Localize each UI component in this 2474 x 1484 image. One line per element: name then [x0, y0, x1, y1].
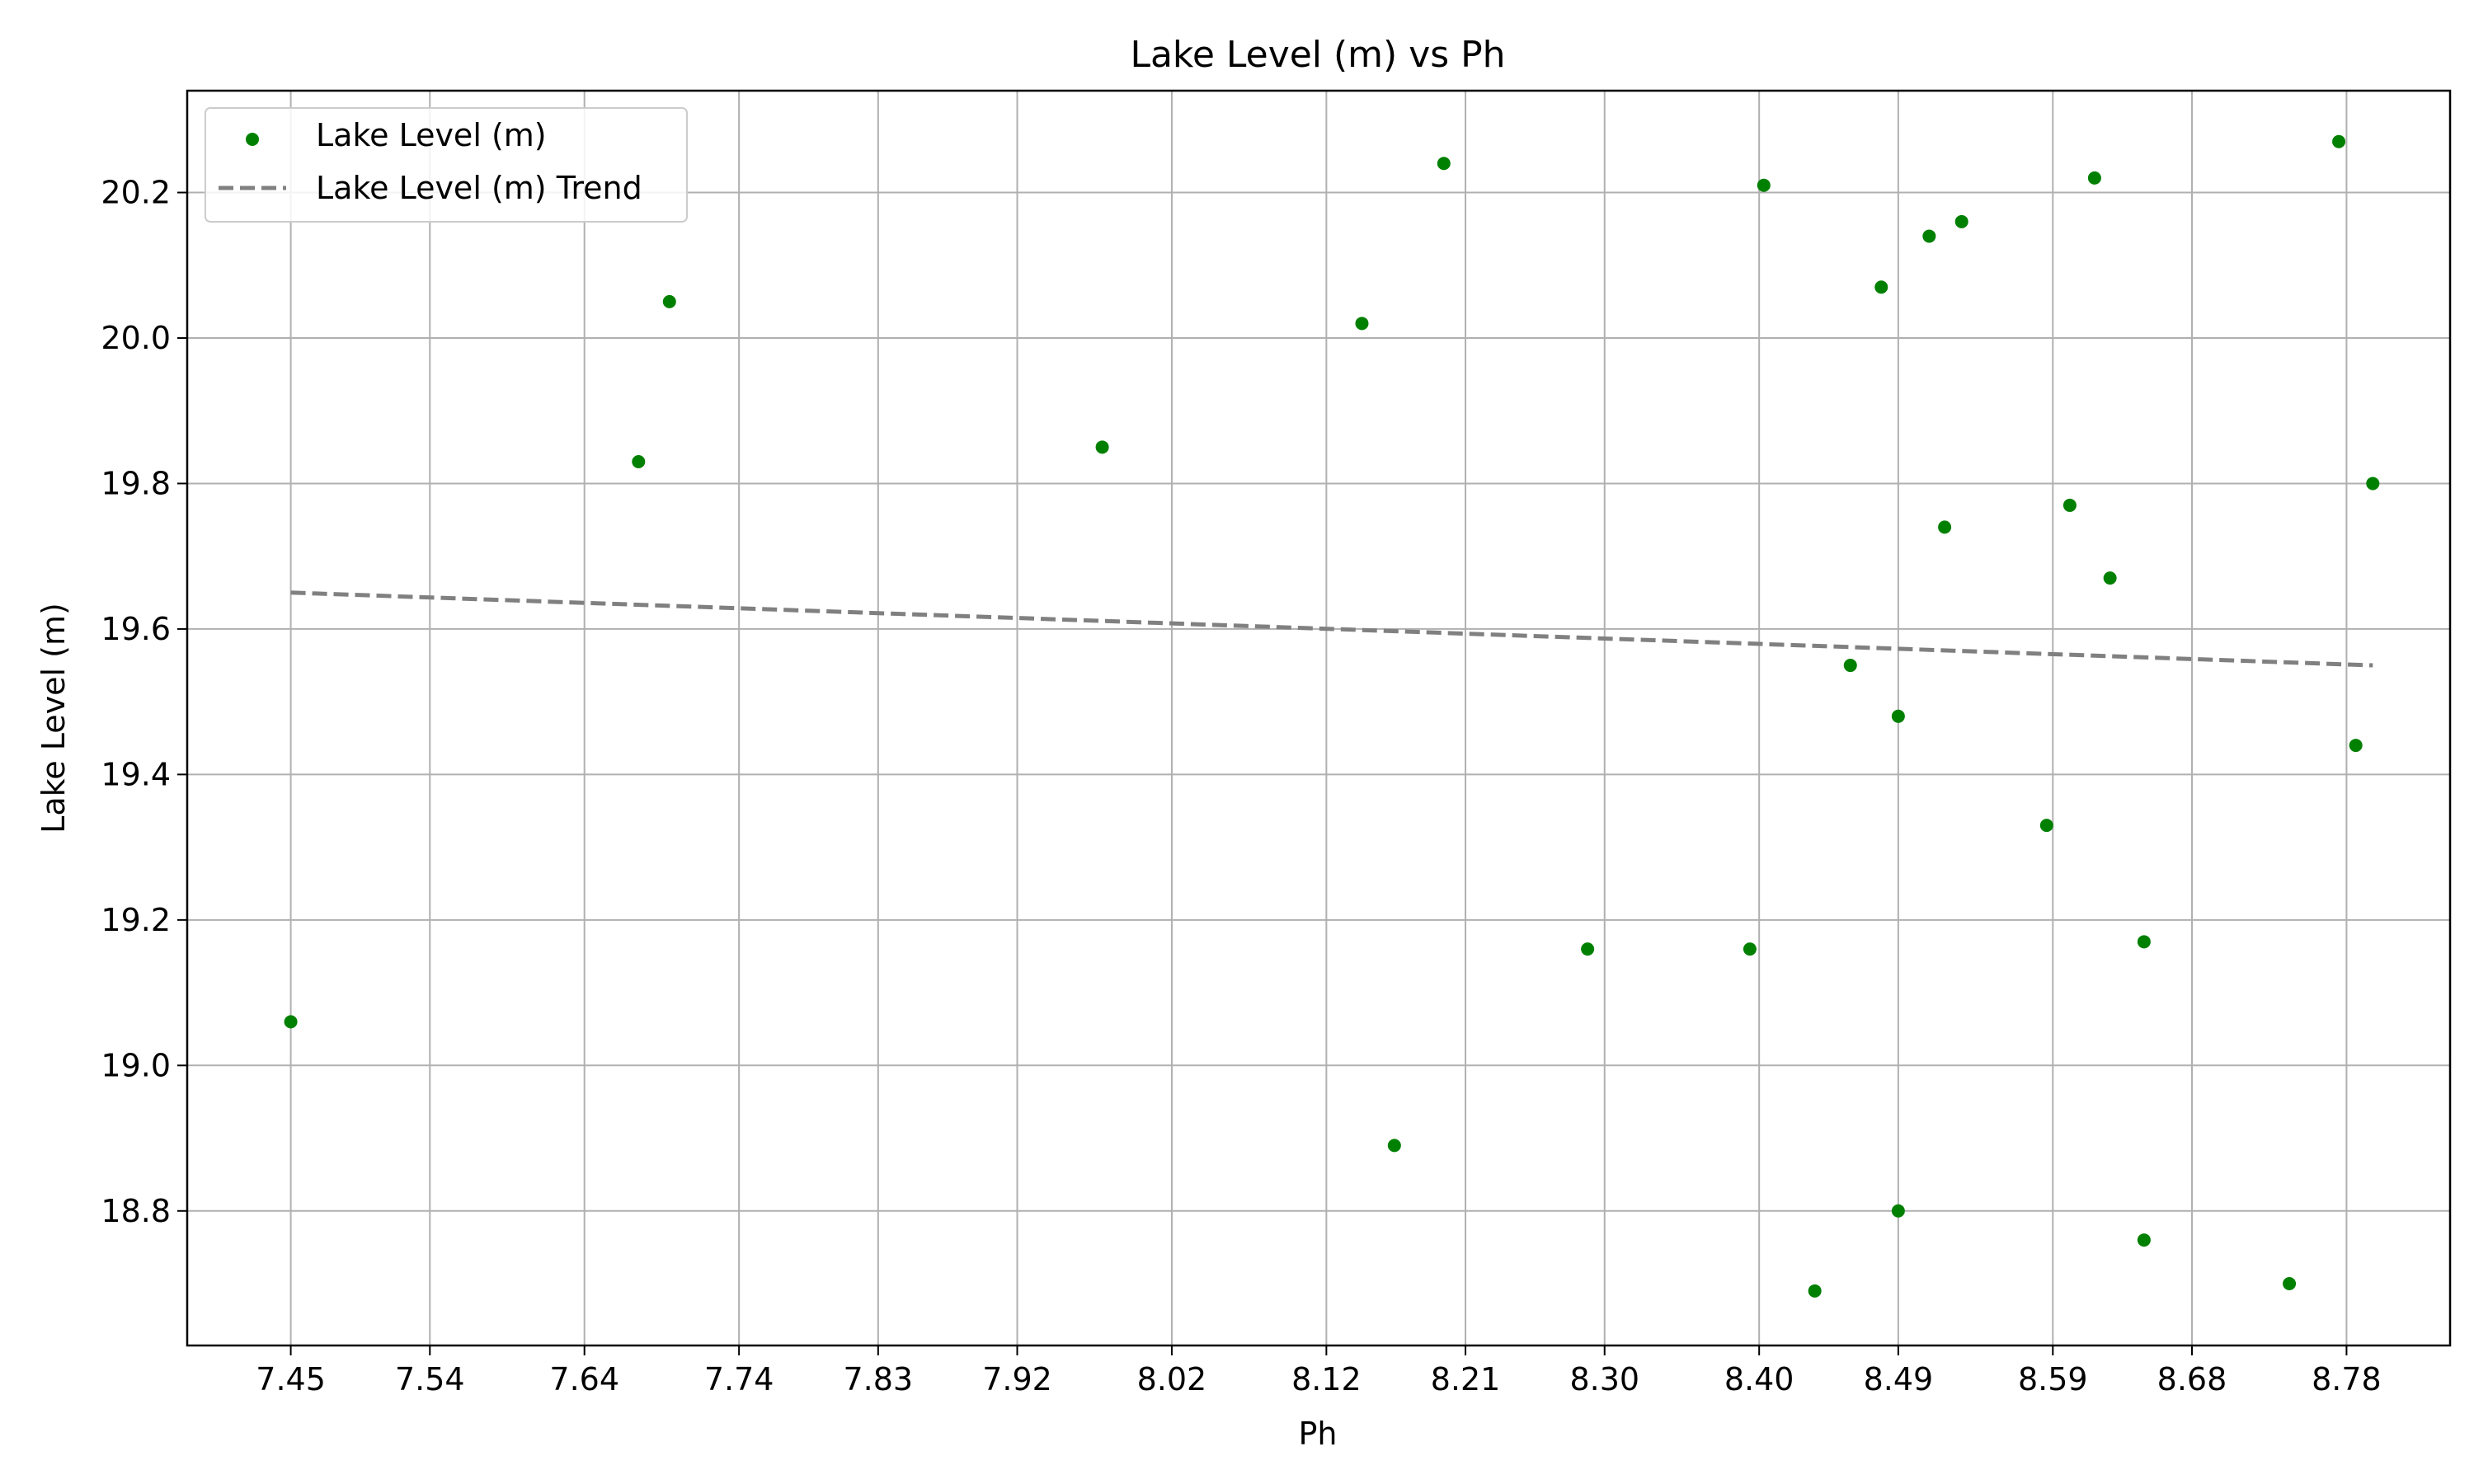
- x-tick-label: 7.74: [704, 1361, 774, 1397]
- data-point: [1954, 214, 1968, 228]
- trend-line: [290, 590, 2373, 668]
- data-point: [2137, 935, 2151, 949]
- data-point: [1757, 178, 1771, 192]
- x-tick-label: 8.59: [2018, 1361, 2088, 1397]
- data-point: [662, 294, 676, 308]
- y-tick-label: 20.0: [101, 320, 171, 356]
- data-point: [1938, 520, 1952, 534]
- data-point: [1355, 317, 1369, 331]
- x-tick-label: 8.30: [1569, 1361, 1639, 1397]
- data-point: [2332, 134, 2346, 148]
- data-point: [1891, 709, 1905, 723]
- legend-marker-scatter: [246, 133, 259, 146]
- x-tick-label: 8.49: [1864, 1361, 1934, 1397]
- legend-label-trend: Lake Level (m) Trend: [316, 170, 642, 206]
- data-point: [1874, 280, 1888, 294]
- x-tick-label: 8.12: [1291, 1361, 1362, 1397]
- data-point: [1581, 942, 1595, 956]
- y-tick-label: 19.0: [101, 1047, 171, 1083]
- grid: [187, 91, 2450, 1345]
- data-point: [2283, 1277, 2297, 1291]
- data-point: [1808, 1284, 1822, 1298]
- data-point: [284, 1015, 298, 1029]
- y-tick-label: 20.2: [101, 175, 171, 211]
- y-tick-label: 19.4: [101, 756, 171, 792]
- plot-area: [186, 89, 2452, 1347]
- data-point: [2103, 571, 2117, 585]
- data-point: [2039, 819, 2053, 833]
- x-tick-label: 7.92: [982, 1361, 1052, 1397]
- data-point: [2349, 739, 2363, 753]
- data-point: [2137, 1233, 2151, 1247]
- x-axis-label: Ph: [1299, 1416, 1338, 1452]
- data-point: [1922, 229, 1936, 243]
- x-tick-label: 8.21: [1431, 1361, 1501, 1397]
- data-point: [2366, 477, 2380, 491]
- legend: Lake Level (m) Lake Level (m) Trend: [205, 107, 688, 223]
- data-point: [1387, 1139, 1401, 1153]
- x-tick-label: 8.40: [1724, 1361, 1794, 1397]
- trend-layer: [290, 590, 2373, 668]
- y-tick-label: 19.8: [101, 465, 171, 501]
- data-point: [1891, 1204, 1905, 1218]
- x-tick-label: 7.54: [395, 1361, 465, 1397]
- points-layer: [284, 134, 2380, 1298]
- x-tick-label: 7.64: [549, 1361, 619, 1397]
- x-tick-label: 8.78: [2312, 1361, 2382, 1397]
- chart-title: Lake Level (m) vs Ph: [1130, 34, 1505, 76]
- legend-box: [205, 107, 688, 223]
- data-point: [1095, 440, 1109, 454]
- data-point: [2087, 171, 2101, 185]
- y-tick-label: 19.2: [101, 902, 171, 938]
- data-point: [1437, 157, 1451, 171]
- x-tick-label: 7.83: [844, 1361, 914, 1397]
- data-point: [2062, 498, 2077, 512]
- x-tick-label: 7.45: [256, 1361, 326, 1397]
- y-axis: 18.8 19.0 19.2 19.4 19.6 19.8 20.0 20.2: [101, 175, 187, 1229]
- x-axis: 7.45 7.54 7.64 7.74 7.83 7.92 8.02 8.12 8.21 8.30…: [256, 1345, 2382, 1397]
- data-point: [1843, 659, 1857, 673]
- y-tick-label: 19.6: [101, 611, 171, 647]
- x-tick-label: 8.02: [1137, 1361, 1207, 1397]
- y-tick-label: 18.8: [101, 1193, 171, 1229]
- data-point: [632, 454, 646, 468]
- legend-label-scatter: Lake Level (m): [316, 117, 547, 153]
- x-tick-label: 8.68: [2157, 1361, 2227, 1397]
- data-point: [1743, 942, 1757, 956]
- y-axis-label: Lake Level (m): [35, 603, 72, 834]
